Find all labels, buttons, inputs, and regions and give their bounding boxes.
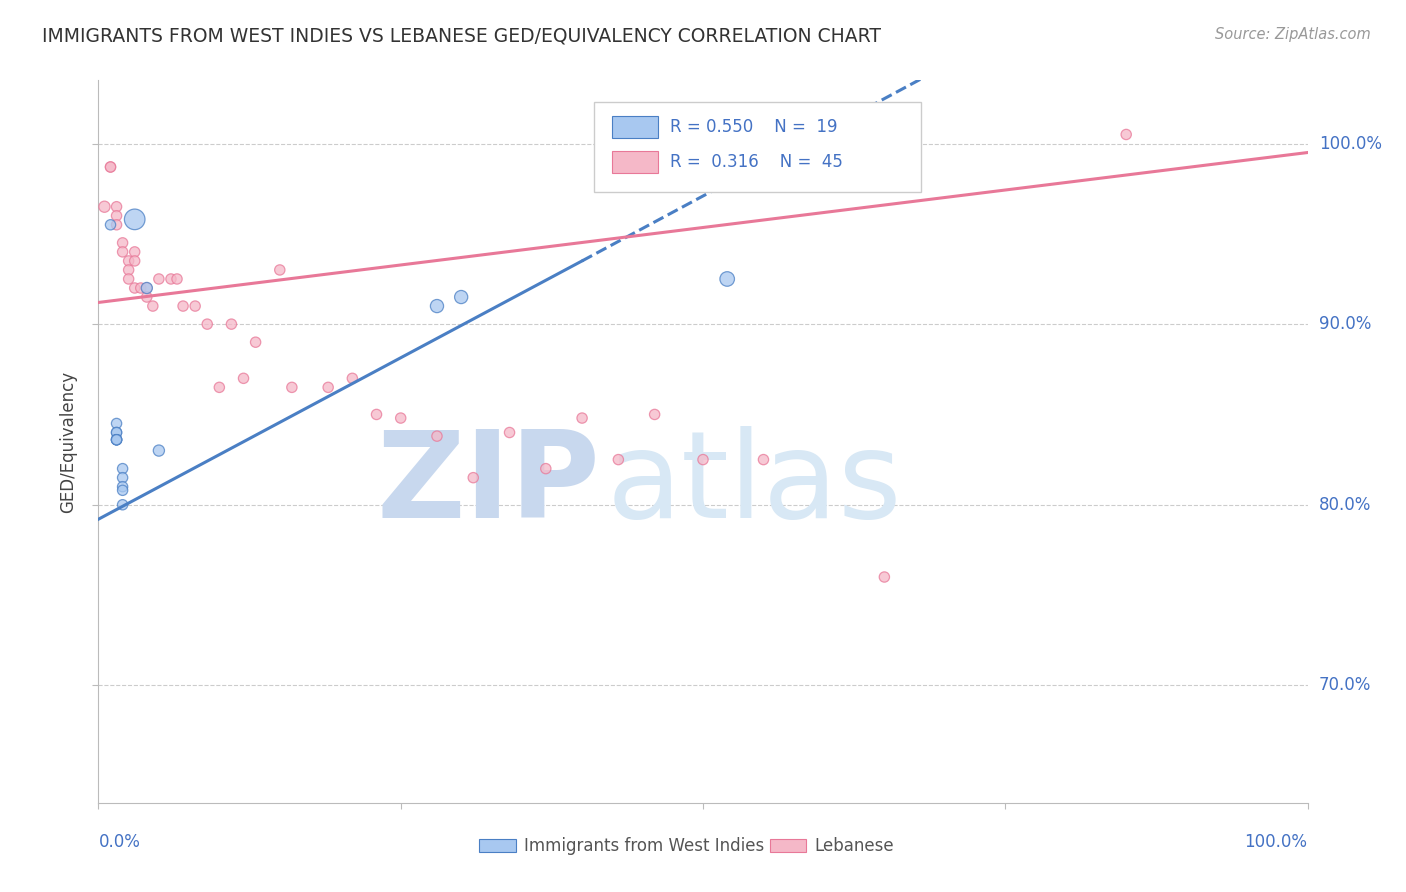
Bar — [613, 116, 658, 138]
Point — [135, 281, 157, 295]
Point — [105, 209, 128, 223]
Point — [607, 452, 630, 467]
Point — [752, 452, 775, 467]
Point — [644, 408, 666, 422]
Point — [105, 433, 128, 447]
Point — [498, 425, 520, 440]
Point — [316, 380, 339, 394]
Text: 70.0%: 70.0% — [1319, 676, 1371, 694]
Text: atlas: atlas — [606, 426, 901, 543]
Point — [118, 272, 141, 286]
Point — [129, 281, 152, 295]
Point — [124, 281, 146, 295]
Point — [873, 570, 896, 584]
Point — [118, 263, 141, 277]
Point — [111, 498, 134, 512]
Point — [1115, 128, 1137, 142]
Bar — [769, 838, 806, 852]
Point — [426, 299, 449, 313]
Point — [135, 290, 157, 304]
Point — [571, 411, 593, 425]
Point — [124, 244, 146, 259]
Bar — [479, 838, 516, 852]
Point — [124, 212, 146, 227]
Point — [172, 299, 194, 313]
Text: ZIP: ZIP — [377, 426, 600, 543]
Text: R = 0.550    N =  19: R = 0.550 N = 19 — [671, 119, 838, 136]
Point — [111, 470, 134, 484]
FancyBboxPatch shape — [595, 102, 921, 193]
Point — [148, 443, 170, 458]
Text: 0.0%: 0.0% — [98, 833, 141, 851]
Text: Source: ZipAtlas.com: Source: ZipAtlas.com — [1215, 27, 1371, 42]
Point — [142, 299, 165, 313]
Text: 100.0%: 100.0% — [1319, 135, 1382, 153]
Point — [105, 200, 128, 214]
Point — [111, 480, 134, 494]
Y-axis label: GED/Equivalency: GED/Equivalency — [59, 370, 77, 513]
Point — [245, 335, 267, 350]
Point — [342, 371, 364, 385]
Bar — [613, 151, 658, 173]
Point — [716, 272, 738, 286]
Point — [93, 200, 115, 214]
Point — [118, 253, 141, 268]
Text: IMMIGRANTS FROM WEST INDIES VS LEBANESE GED/EQUIVALENCY CORRELATION CHART: IMMIGRANTS FROM WEST INDIES VS LEBANESE … — [42, 27, 882, 45]
Point — [281, 380, 304, 394]
Point — [105, 417, 128, 431]
Point — [124, 253, 146, 268]
Point — [111, 244, 134, 259]
Point — [692, 452, 714, 467]
Text: 100.0%: 100.0% — [1244, 833, 1308, 851]
Point — [389, 411, 412, 425]
Point — [166, 272, 188, 286]
Point — [184, 299, 207, 313]
Text: Lebanese: Lebanese — [814, 838, 894, 855]
Point — [111, 235, 134, 250]
Text: 90.0%: 90.0% — [1319, 315, 1371, 333]
Point — [450, 290, 472, 304]
Point — [105, 218, 128, 232]
Point — [534, 461, 557, 475]
Point — [269, 263, 291, 277]
Point — [100, 218, 122, 232]
Point — [100, 160, 122, 174]
Text: R =  0.316    N =  45: R = 0.316 N = 45 — [671, 153, 844, 171]
Point — [221, 317, 243, 331]
Point — [232, 371, 254, 385]
Point — [208, 380, 231, 394]
Point — [105, 425, 128, 440]
Point — [135, 281, 157, 295]
Point — [148, 272, 170, 286]
Point — [111, 483, 134, 498]
Point — [105, 433, 128, 447]
Point — [105, 433, 128, 447]
Point — [105, 425, 128, 440]
Point — [195, 317, 218, 331]
Text: Immigrants from West Indies: Immigrants from West Indies — [524, 838, 765, 855]
Text: 80.0%: 80.0% — [1319, 496, 1371, 514]
Point — [463, 470, 485, 484]
Point — [100, 160, 122, 174]
Point — [105, 433, 128, 447]
Point — [111, 461, 134, 475]
Point — [426, 429, 449, 443]
Point — [160, 272, 183, 286]
Point — [366, 408, 388, 422]
